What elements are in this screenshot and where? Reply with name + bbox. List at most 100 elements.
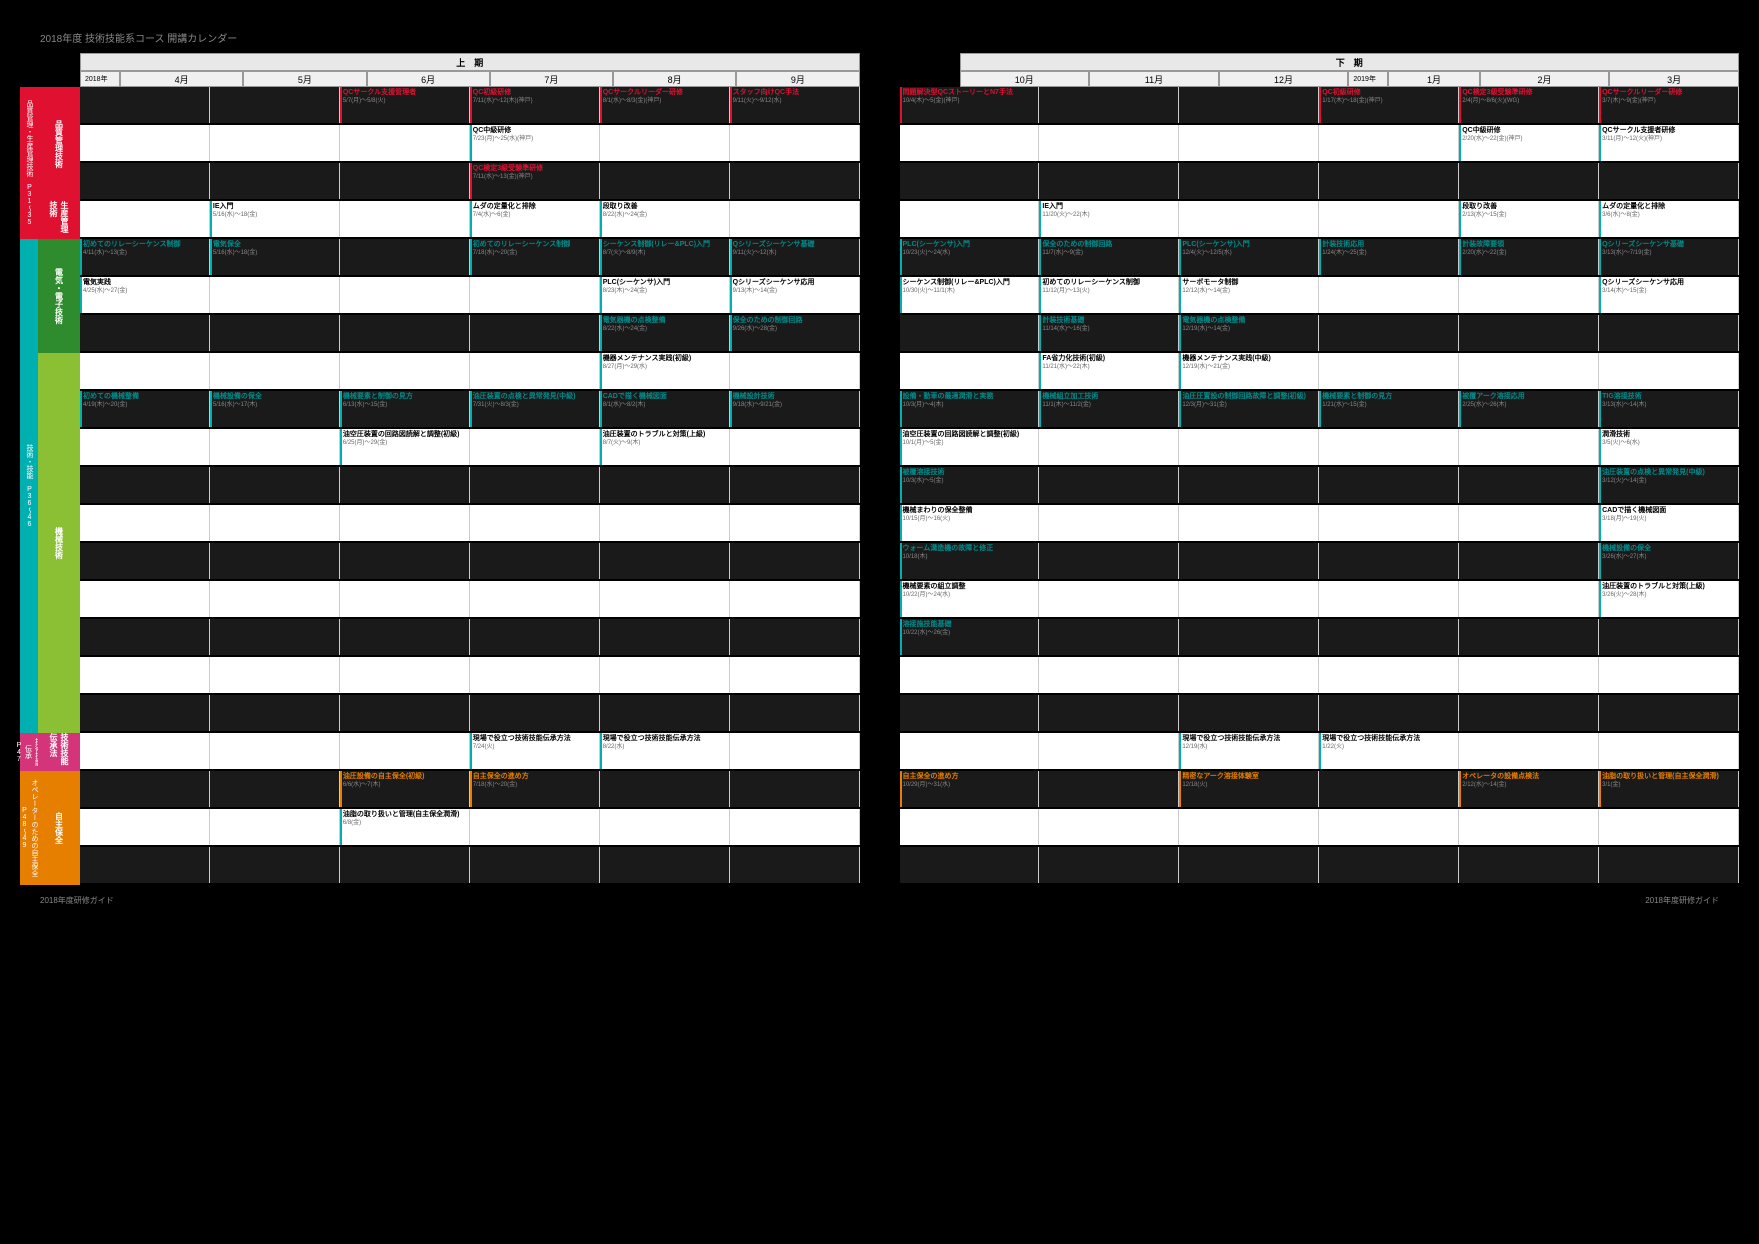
- second-half: 下 期 10月 11月 12月 2019年 1月 2月 3月 問題解決型QCスト…: [900, 53, 1740, 885]
- course-name: 溶接施技能基礎: [903, 621, 1036, 629]
- calendar-cell: 油空圧装置の回路図読解と調整(初級)10/1(月)〜5(金): [900, 429, 1040, 465]
- calendar-cell: [730, 163, 860, 199]
- calendar-cell: [210, 505, 340, 541]
- calendar-cell: [210, 429, 340, 465]
- course-date: 5/7(月)〜5/8(火): [343, 98, 386, 104]
- course: Qシリーズシーケンサ応用9/13(木)〜14(金): [733, 279, 856, 296]
- calendar-cell: スタッフ向けQC手法9/11(火)〜9/12(水): [730, 87, 860, 123]
- calendar-cell: [210, 581, 340, 617]
- calendar-cell: 潤滑技術3/5(火)〜6(水): [1599, 429, 1739, 465]
- course-name: 潤滑技術: [1602, 431, 1735, 439]
- calendar-cell: 油空圧装置の回路図読解と調整(初級)6/25(月)〜29(金): [340, 429, 470, 465]
- calendar-cell: [730, 201, 860, 237]
- calendar-cell: [1319, 657, 1459, 693]
- course-name: 油圧設備の自主保全(初級): [343, 773, 466, 781]
- course: Qシリーズシーケンサ応用3/14(木)〜15(金): [1602, 279, 1735, 296]
- course: 自主保全の進め方10/29(月)〜31(水): [903, 773, 1036, 790]
- calendar-cell: [340, 315, 470, 351]
- course-date: 10/30(火)〜11/1(木): [903, 288, 955, 294]
- calendar-cell: [1039, 163, 1179, 199]
- course-date: 2/20(水)〜22(金)(神戸): [1462, 136, 1522, 142]
- calendar-cell: [1039, 505, 1179, 541]
- course: QC中級研修7/23(月)〜25(水)(神戸): [473, 127, 596, 144]
- course-name: ウォーム溝造機の故障と修正: [903, 545, 1036, 553]
- calendar-cell: [340, 581, 470, 617]
- calendar-cell: [1459, 581, 1599, 617]
- course: QC検定3級受験準研修2/4(月)〜8/6(火)(WG): [1462, 89, 1595, 106]
- course: IE入門11/20(火)〜22(木): [1042, 203, 1175, 220]
- calendar-cell: [730, 847, 860, 883]
- course-date: 5/16(水)〜18(金): [213, 250, 257, 256]
- calendar-cell: 保全のための制御回路11/7(水)〜9(金): [1039, 239, 1179, 275]
- course: 問題解決型QCストーリーとN7手法10/4(木)〜5(金)(神戸): [903, 89, 1036, 106]
- course-date: 11/21(水)〜22(木): [1042, 364, 1089, 370]
- course-date: 10/22(水)〜26(金): [903, 630, 951, 636]
- course-date: 1/21(水)〜15(金): [1322, 402, 1366, 408]
- period-second: 下 期: [960, 53, 1740, 71]
- course: 保全のための制御回路11/7(水)〜9(金): [1042, 241, 1175, 258]
- course-name: Qシリーズシーケンサ基礎: [1602, 241, 1735, 249]
- calendar-cell: [210, 163, 340, 199]
- calendar-cell: 電気実践4/25(水)〜27(金): [80, 277, 210, 313]
- course: TIG溶接技術3/13(水)〜14(木): [1602, 393, 1735, 410]
- calendar-cell: [1319, 771, 1459, 807]
- course: 現場で役立つ技術技能伝承方法12/19(水): [1182, 735, 1315, 752]
- calendar-cell: [80, 125, 210, 161]
- calendar-cell: 機器メンテナンス実践(初級)8/27(月)〜29(水): [600, 353, 730, 389]
- course-date: 10/1(月)〜5(金): [903, 440, 944, 446]
- course: 油圧圧置設の制御回路故障と調整(初級)12/3(月)〜31(金): [1182, 393, 1315, 410]
- calendar-cell: [80, 353, 210, 389]
- course-date: 2/20(水)〜22(金): [1462, 250, 1506, 256]
- calendar-cell: [1599, 353, 1739, 389]
- calendar-cell: [1319, 467, 1459, 503]
- course: 機械要素と制御の見方1/21(水)〜15(金): [1322, 393, 1455, 410]
- calendar-cell: [470, 809, 600, 845]
- calendar-cell: [80, 809, 210, 845]
- course-name: 自主保全の進め方: [473, 773, 596, 781]
- month: 4月: [120, 71, 243, 87]
- category: 生産管理技術: [38, 201, 80, 239]
- calendar-cell: [1179, 695, 1319, 731]
- course: 計装故障要領2/20(水)〜22(金): [1462, 241, 1595, 258]
- calendar-cell: 機械要素の組立調整10/22(月)〜24(水): [900, 581, 1040, 617]
- calendar-cell: QCサークルリーダー研修8/1(水)〜8/3(金)(神戸): [600, 87, 730, 123]
- course-name: QCサークル支援者研修: [1602, 127, 1735, 135]
- calendar-cell: [1039, 619, 1179, 655]
- calendar-cell: Qシリーズシーケンサ応用9/13(木)〜14(金): [730, 277, 860, 313]
- calendar-cell: [1459, 619, 1599, 655]
- course: 油圧装置の点検と異常発見(中級)3/12(火)〜14(金): [1602, 469, 1735, 486]
- course-name: IE入門: [213, 203, 336, 211]
- course-date: 12/4(火)〜12/5(水): [1182, 250, 1231, 256]
- calendar-cell: [80, 619, 210, 655]
- category: 品質管理技術: [38, 87, 80, 201]
- calendar-cell: 現場で役立つ技術技能伝承方法8/22(水): [600, 733, 730, 769]
- course-date: 12/3(月)〜31(金): [1182, 402, 1226, 408]
- rows-2: 問題解決型QCストーリーとN7手法10/4(木)〜5(金)(神戸)QC初級研修1…: [900, 87, 1740, 885]
- calendar-cell: [900, 809, 1040, 845]
- calendar-cell: [340, 733, 470, 769]
- calendar-cell: [1179, 163, 1319, 199]
- month: 9月: [736, 71, 859, 87]
- calendar-cell: [1459, 353, 1599, 389]
- course-name: 油空圧装置の回路図読解と調整(初級): [343, 431, 466, 439]
- course-date: 12/19(水)〜14(金): [1182, 326, 1230, 332]
- course-name: Qシリーズシーケンサ基礎: [733, 241, 856, 249]
- course: 電気実践4/25(水)〜27(金): [83, 279, 206, 296]
- calendar-cell: [600, 505, 730, 541]
- calendar-cell: QC中級研修7/23(月)〜25(水)(神戸): [470, 125, 600, 161]
- course-date: 3/13(水)〜14(木): [1602, 402, 1646, 408]
- calendar-cell: [730, 467, 860, 503]
- spine: 品質管理・生産管理技術 P31〜35: [20, 87, 38, 239]
- course-name: ムダの定量化と排除: [473, 203, 596, 211]
- calendar-cell: [1599, 809, 1739, 845]
- course: Qシリーズシーケンサ基礎9/11(火)〜12(水): [733, 241, 856, 258]
- calendar-cell: [470, 429, 600, 465]
- course: ムダの定量化と排除3/6(水)〜8(金): [1602, 203, 1735, 220]
- course-name: Qシリーズシーケンサ応用: [1602, 279, 1735, 287]
- course: 計装技術応用1/24(木)〜25(金): [1322, 241, 1455, 258]
- calendar-row: 問題解決型QCストーリーとN7手法10/4(木)〜5(金)(神戸)QC初級研修1…: [900, 87, 1740, 125]
- course: QC初級研修7/11(水)〜12(木)(神戸): [473, 89, 596, 106]
- calendar-cell: [210, 619, 340, 655]
- course-date: 3/7(木)〜9(金)(神戸): [1602, 98, 1656, 104]
- course-date: 3/14(木)〜15(金): [1602, 288, 1646, 294]
